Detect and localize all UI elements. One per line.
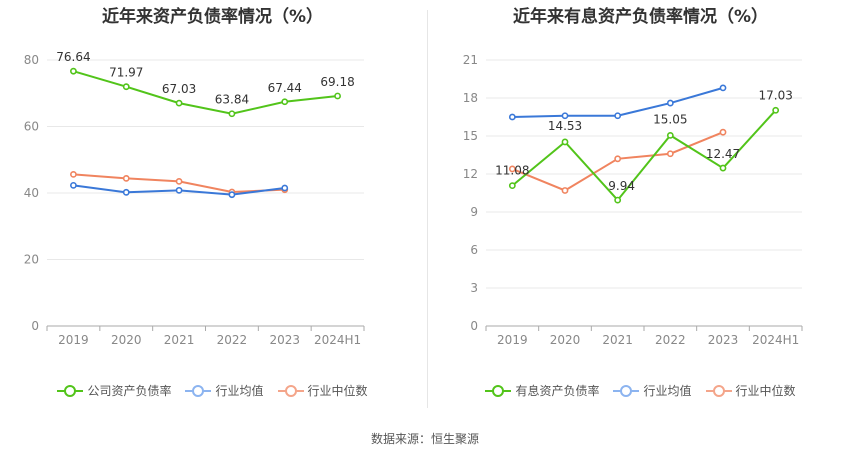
data-label: 69.18 [320,75,354,89]
data-point [508,113,516,121]
data-point [228,110,236,118]
x-tick-label: 2022 [217,333,248,347]
data-point [719,128,727,136]
legend-label: 行业中位数 [307,384,368,398]
data-point [281,98,289,106]
legend-line-marker-icon [613,384,640,397]
line-chart-plot: 0 20 40 60 80 2019 2020 2021 2022 2023 2024H1 76.64… [24,50,365,347]
data-point [122,83,130,91]
data-label: 67.03 [162,82,196,96]
data-point [508,182,516,190]
legend-item-company[interactable]: 公司资产负债率 [57,382,171,399]
y-tick-label: 20 [24,253,39,267]
data-point [614,196,622,204]
y-tick-label: 21 [463,53,478,67]
x-tick-label: 2021 [602,333,633,347]
data-point [614,155,622,163]
data-source-note: 数据来源：恒生聚源 [370,432,479,446]
data-point [666,99,674,107]
data-point [175,186,183,194]
series-line [73,70,338,115]
data-point [122,188,130,196]
x-tick-label: 2023 [269,333,300,347]
y-tick-label: 80 [24,53,39,67]
legend-label: 行业均值 [643,384,692,398]
panel-divider [427,10,428,408]
y-tick-label: 9 [470,205,478,219]
legend-item-industry-median[interactable]: 行业中位数 [705,382,796,399]
line-chart-plot: 0 3 6 9 12 15 18 21 2019 2020 2021 2022 2023 2024H1 11… [463,53,803,347]
data-point [666,131,674,139]
y-tick-label: 60 [24,120,39,134]
data-point [281,184,289,192]
data-point [334,92,341,100]
series-line [511,109,777,202]
y-tick-label: 0 [470,319,478,333]
data-point [561,112,569,120]
data-point [70,67,77,75]
legend-line-marker-icon [57,384,84,397]
data-point [228,191,236,199]
legend-item-industry-mean[interactable]: 行业均值 [185,382,264,399]
legend-label: 有息资产负债率 [515,384,600,398]
x-tick-label: 2022 [655,333,686,347]
data-point [175,177,183,185]
legend-line-marker-icon [277,384,304,397]
data-point [561,187,569,194]
x-tick-label: 2024H1 [314,333,361,347]
data-label: 63.84 [215,93,249,107]
data-label: 67.44 [268,81,302,95]
chart-panel-right: 近年来有息资产负债率情况（%） 0 3 6 9 12 15 18 21 2019 2020 2021… [428,0,850,420]
data-point [772,106,780,114]
legend-label: 行业均值 [215,384,264,398]
legend-line-marker-icon [185,384,212,397]
chart-title: 近年来资产负债率情况（%） [101,7,324,27]
data-label: 11.08 [495,164,529,178]
x-tick-label: 2023 [708,333,739,347]
chart-legend: 公司资产负债率 行业均值 行业中位数 [0,382,425,399]
data-point [614,112,622,120]
chart-legend: 有息资产负债率 行业均值 行业中位数 [428,382,850,399]
y-tick-label: 15 [463,129,478,143]
data-label: 71.97 [109,66,143,80]
data-label: 9.94 [608,179,635,193]
x-tick-label: 2021 [164,333,195,347]
y-tick-label: 12 [463,167,478,181]
chart-panel-left: 近年来资产负债率情况（%） 0 20 40 60 80 2019 2020 2021 2022 2… [0,0,425,420]
legend-item-industry-mean[interactable]: 行业均值 [613,382,692,399]
data-point [70,170,77,178]
y-tick-label: 3 [470,281,478,295]
data-point [561,138,569,146]
x-tick-label: 2024H1 [752,333,799,347]
data-label: 15.05 [653,112,687,126]
data-label: 12.47 [706,147,740,161]
legend-item-industry-median[interactable]: 行业中位数 [277,382,368,399]
x-tick-label: 2019 [497,333,528,347]
legend-line-marker-icon [705,384,732,397]
x-tick-label: 2020 [111,333,142,347]
y-tick-label: 0 [31,319,39,333]
data-point [70,181,77,189]
data-point [122,174,130,182]
chart-title: 近年来有息资产负债率情况（%） [512,7,769,27]
data-point [719,164,727,172]
data-label: 76.64 [56,50,90,64]
legend-item-interest-bearing[interactable]: 有息资产负债率 [485,382,599,399]
y-tick-label: 6 [470,243,478,257]
data-point [719,84,727,92]
legend-line-marker-icon [485,384,512,397]
data-point [508,165,516,173]
data-point [175,99,183,107]
data-label: 14.53 [548,119,582,133]
legend-label: 公司资产负债率 [87,384,172,398]
data-point [666,150,674,158]
y-tick-label: 18 [463,91,478,105]
x-tick-label: 2019 [58,333,89,347]
x-tick-label: 2020 [550,333,581,347]
legend-label: 行业中位数 [735,384,796,398]
y-tick-label: 40 [24,186,39,200]
data-label: 17.03 [758,88,792,102]
